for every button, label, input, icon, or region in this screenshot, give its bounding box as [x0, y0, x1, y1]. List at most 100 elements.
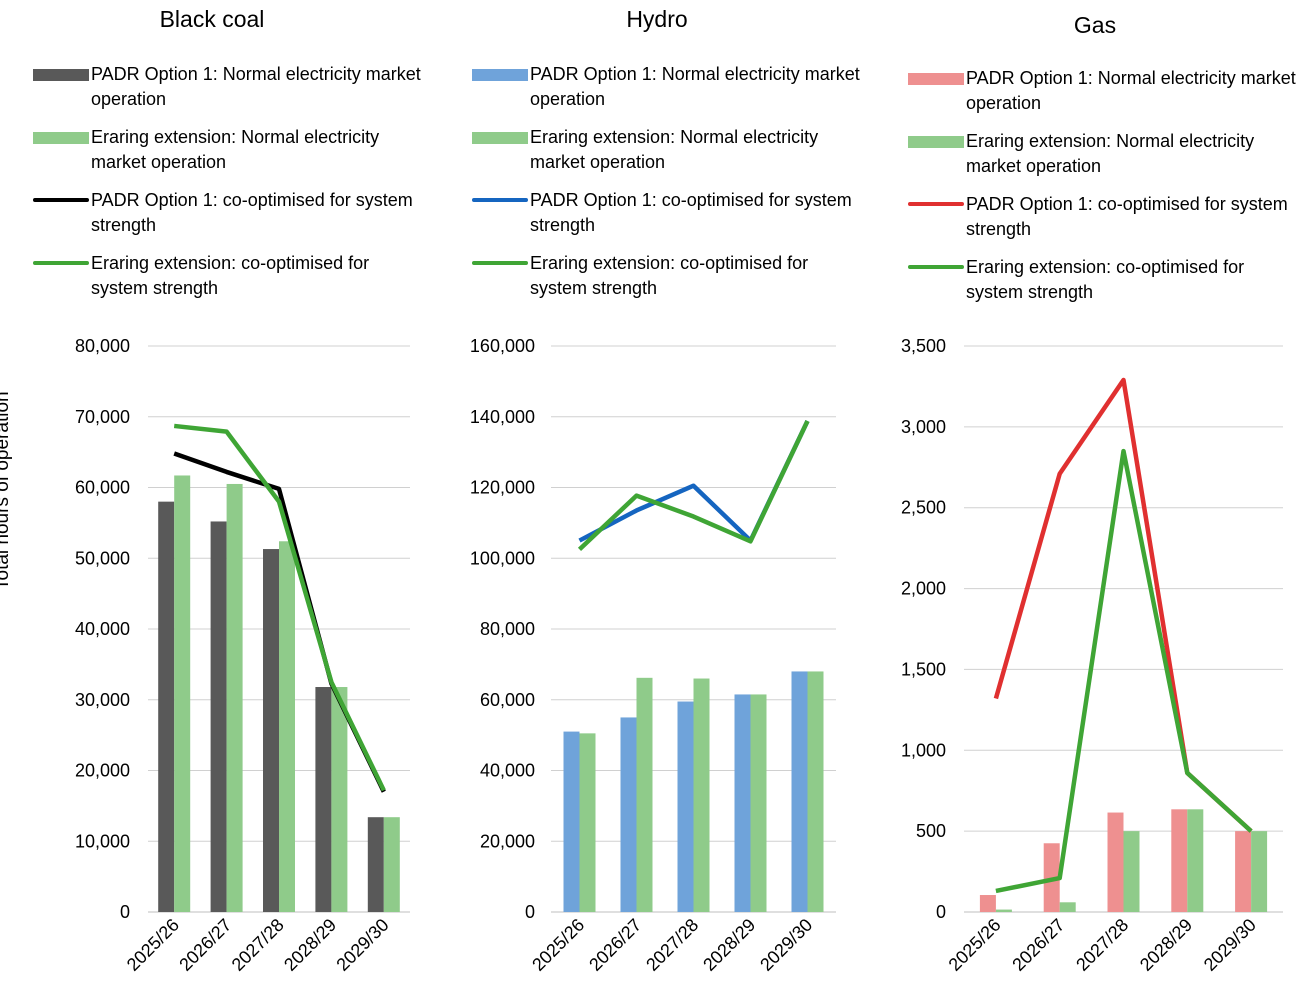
bar — [1059, 902, 1076, 912]
legend-swatch — [33, 69, 89, 81]
x-tick-label: 2026/27 — [585, 915, 645, 975]
legend-label: PADR Option 1: Normal electricity market… — [966, 68, 1296, 113]
y-tick-label: 140,000 — [470, 407, 535, 427]
bar — [636, 677, 653, 912]
legend-label: PADR Option 1: Normal electricity market… — [530, 64, 860, 109]
x-tick-label: 2029/30 — [332, 915, 392, 975]
legend-label: Eraring extension: co-optimised for syst… — [966, 257, 1245, 302]
bar — [263, 549, 279, 912]
legend-label: PADR Option 1: co-optimised for system s… — [530, 190, 852, 235]
legend-label: PADR Option 1: co-optimised for system s… — [91, 190, 413, 235]
y-tick-label: 0 — [525, 902, 535, 922]
legend-label: PADR Option 1: co-optimised for system s… — [966, 194, 1288, 239]
x-tick-label: 2027/28 — [1072, 915, 1132, 975]
series-line — [577, 420, 810, 552]
chart-title: Gas — [1073, 12, 1117, 38]
y-tick-label: 40,000 — [75, 619, 130, 639]
y-tick-label: 40,000 — [480, 761, 535, 781]
bar — [383, 817, 400, 912]
y-tick-label: 100,000 — [470, 548, 535, 568]
y-tick-label: 2,500 — [901, 498, 946, 518]
legend-swatch — [33, 198, 89, 202]
y-tick-label: 500 — [916, 821, 946, 841]
y-tick-label: 0 — [936, 902, 946, 922]
bar — [331, 687, 348, 912]
y-tick-label: 160,000 — [470, 336, 535, 356]
legend-label: Eraring extension: Normal electricity ma… — [530, 127, 819, 172]
y-tick-label: 50,000 — [75, 548, 130, 568]
bar — [791, 671, 808, 912]
bar — [367, 817, 384, 912]
bar — [620, 717, 637, 912]
bar — [315, 687, 332, 912]
bar — [1107, 812, 1124, 912]
y-tick-label: 0 — [120, 902, 130, 922]
y-tick-label: 30,000 — [75, 690, 130, 710]
y-tick-label: 2,000 — [901, 579, 946, 599]
y-tick-label: 20,000 — [75, 761, 130, 781]
chart-title: Black coal — [159, 6, 265, 32]
bar — [750, 694, 767, 912]
y-tick-label: 10,000 — [75, 831, 130, 851]
y-tick-label: 3,000 — [901, 417, 946, 437]
legend-swatch — [908, 136, 964, 148]
x-tick-label: 2028/29 — [1136, 915, 1196, 975]
bar — [677, 701, 694, 912]
y-tick-label: 60,000 — [75, 478, 130, 498]
y-tick-label: 60,000 — [480, 690, 535, 710]
series-line — [578, 420, 810, 543]
bar — [1171, 809, 1188, 912]
legend-swatch — [908, 73, 964, 85]
bar — [995, 909, 1012, 912]
chart-0: 0 10,000 20,000 30,000 40,000 50,000 60,000 70,… — [75, 336, 410, 975]
series-line — [173, 423, 386, 792]
bar — [1123, 831, 1140, 912]
legend-swatch — [472, 132, 528, 144]
legend-swatch — [472, 69, 528, 81]
x-tick-label: 2029/30 — [1200, 915, 1260, 975]
legend-swatch — [33, 132, 89, 144]
legend-swatch — [472, 198, 528, 202]
x-tick-label: 2028/29 — [699, 915, 759, 975]
bar — [158, 501, 175, 912]
y-tick-label: 1,500 — [901, 659, 946, 679]
series-line — [995, 448, 1253, 894]
x-tick-label: 2028/29 — [280, 915, 340, 975]
legend-label: Eraring extension: co-optimised for syst… — [530, 253, 809, 298]
y-tick-label: 20,000 — [480, 831, 535, 851]
y-tick-label: 3,500 — [901, 336, 946, 356]
legend-label: Eraring extension: Normal electricity ma… — [91, 127, 380, 172]
chart-1: 0 20,000 40,000 60,000 80,000 100,000 120,000 1… — [470, 336, 836, 975]
chart-2: 0 500 1,000 1,500 2,000 2,500 3,000 3,500 2025/2… — [901, 336, 1283, 975]
y-tick-label: 80,000 — [480, 619, 535, 639]
x-tick-label: 2025/26 — [528, 915, 588, 975]
legend-label: Eraring extension: co-optimised for syst… — [91, 253, 370, 298]
bar — [979, 895, 996, 912]
x-tick-label: 2026/27 — [1008, 915, 1068, 975]
series-line — [993, 377, 1253, 833]
bar — [1235, 831, 1252, 912]
bar — [210, 521, 227, 912]
x-tick-label: 2027/28 — [642, 915, 702, 975]
bar — [734, 694, 751, 912]
chart-title: Hydro — [626, 6, 688, 32]
bar — [693, 678, 710, 912]
bar — [226, 483, 243, 912]
legend-swatch — [908, 265, 964, 269]
x-tick-label: 2025/26 — [123, 915, 183, 975]
x-tick-label: 2027/28 — [228, 915, 288, 975]
legend-label: Eraring extension: Normal electricity ma… — [966, 131, 1255, 176]
bar — [579, 733, 596, 912]
y-tick-label: 80,000 — [75, 336, 130, 356]
y-tick-label: 120,000 — [470, 478, 535, 498]
bar — [1251, 831, 1268, 912]
x-tick-label: 2029/30 — [756, 915, 816, 975]
x-tick-label: 2025/26 — [945, 915, 1005, 975]
x-tick-label: 2026/27 — [175, 915, 235, 975]
legend-swatch — [908, 202, 964, 206]
legend-swatch — [472, 261, 528, 265]
bar — [563, 731, 580, 912]
bar — [174, 475, 191, 912]
legend-label: PADR Option 1: Normal electricity market… — [91, 64, 421, 109]
